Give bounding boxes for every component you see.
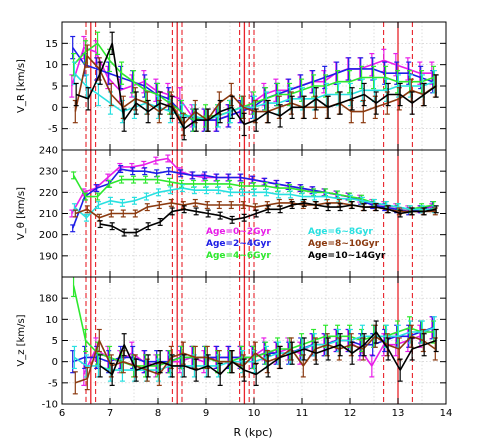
y-tick-label: 190 (39, 251, 58, 262)
panel-middle: 190 200 210 220 230 240 V_θ [km/s] (16, 146, 447, 278)
panel-bottom: -10 -5 0 5 10 180 6 7 8 9 10 11 12 13 14 V_z [km/s] (16, 276, 453, 419)
legend-entry: Age=2~4Gyr (206, 239, 271, 249)
legend-entry: Age=10~14Gyr (308, 251, 386, 261)
legend-entry: Age=0~2Gyr (206, 227, 271, 237)
series-group (69, 31, 439, 141)
y-tick-label: 0 (52, 357, 58, 368)
y-axis-label: V_R [km/s] (16, 59, 27, 113)
y-tick-label: 5 (52, 82, 58, 93)
y-tick-label: 5 (52, 336, 58, 347)
y-tick-label: 200 (39, 230, 58, 241)
panels: -5 0 5 10 15 V_R [km/s] 190 200 210 220 230 240 V_θ … (16, 21, 453, 419)
y-tick-label: 10 (45, 315, 58, 326)
y-tick-label: 230 (39, 167, 58, 178)
x-tick-label: 14 (440, 408, 453, 419)
x-tick-label: 7 (107, 408, 113, 419)
y-tick-label: 0 (52, 103, 58, 114)
legend: Age=0~2Gyr Age=2~4Gyr Age=4~6Gyr Age=6~8Gyr… (206, 227, 386, 261)
legend-entry: Age=8~10Gyr (308, 239, 380, 249)
x-tick-label: 12 (344, 408, 357, 419)
y-tick-label: 10 (45, 60, 58, 71)
x-axis-label: R (kpc) (233, 426, 272, 439)
x-tick-label: 10 (248, 408, 261, 419)
y-axis-label: V_θ [km/s] (16, 187, 27, 240)
y-tick-label: 240 (39, 146, 58, 157)
y-axis-label: V_z [km/s] (16, 314, 27, 366)
y-tick-label: 15 (45, 39, 58, 50)
series-group (69, 154, 439, 237)
x-tick-label: 13 (392, 408, 405, 419)
y-tick-label: 220 (39, 188, 58, 199)
legend-entry: Age=4~6Gyr (206, 251, 271, 261)
y-tick-label: 180 (39, 294, 58, 305)
x-tick-label: 6 (59, 408, 65, 419)
y-tick-label: -5 (48, 124, 58, 135)
series-group (70, 277, 439, 395)
panel-top: -5 0 5 10 15 V_R [km/s] (16, 21, 447, 151)
x-tick-label: 11 (296, 408, 309, 419)
legend-entry: Age=6~8Gyr (308, 227, 373, 237)
y-tick-label: -5 (48, 378, 58, 389)
x-tick-label: 8 (155, 408, 161, 419)
y-tick-label: -10 (42, 400, 58, 411)
y-tick-label: 210 (39, 209, 58, 220)
x-tick-label: 9 (203, 408, 209, 419)
